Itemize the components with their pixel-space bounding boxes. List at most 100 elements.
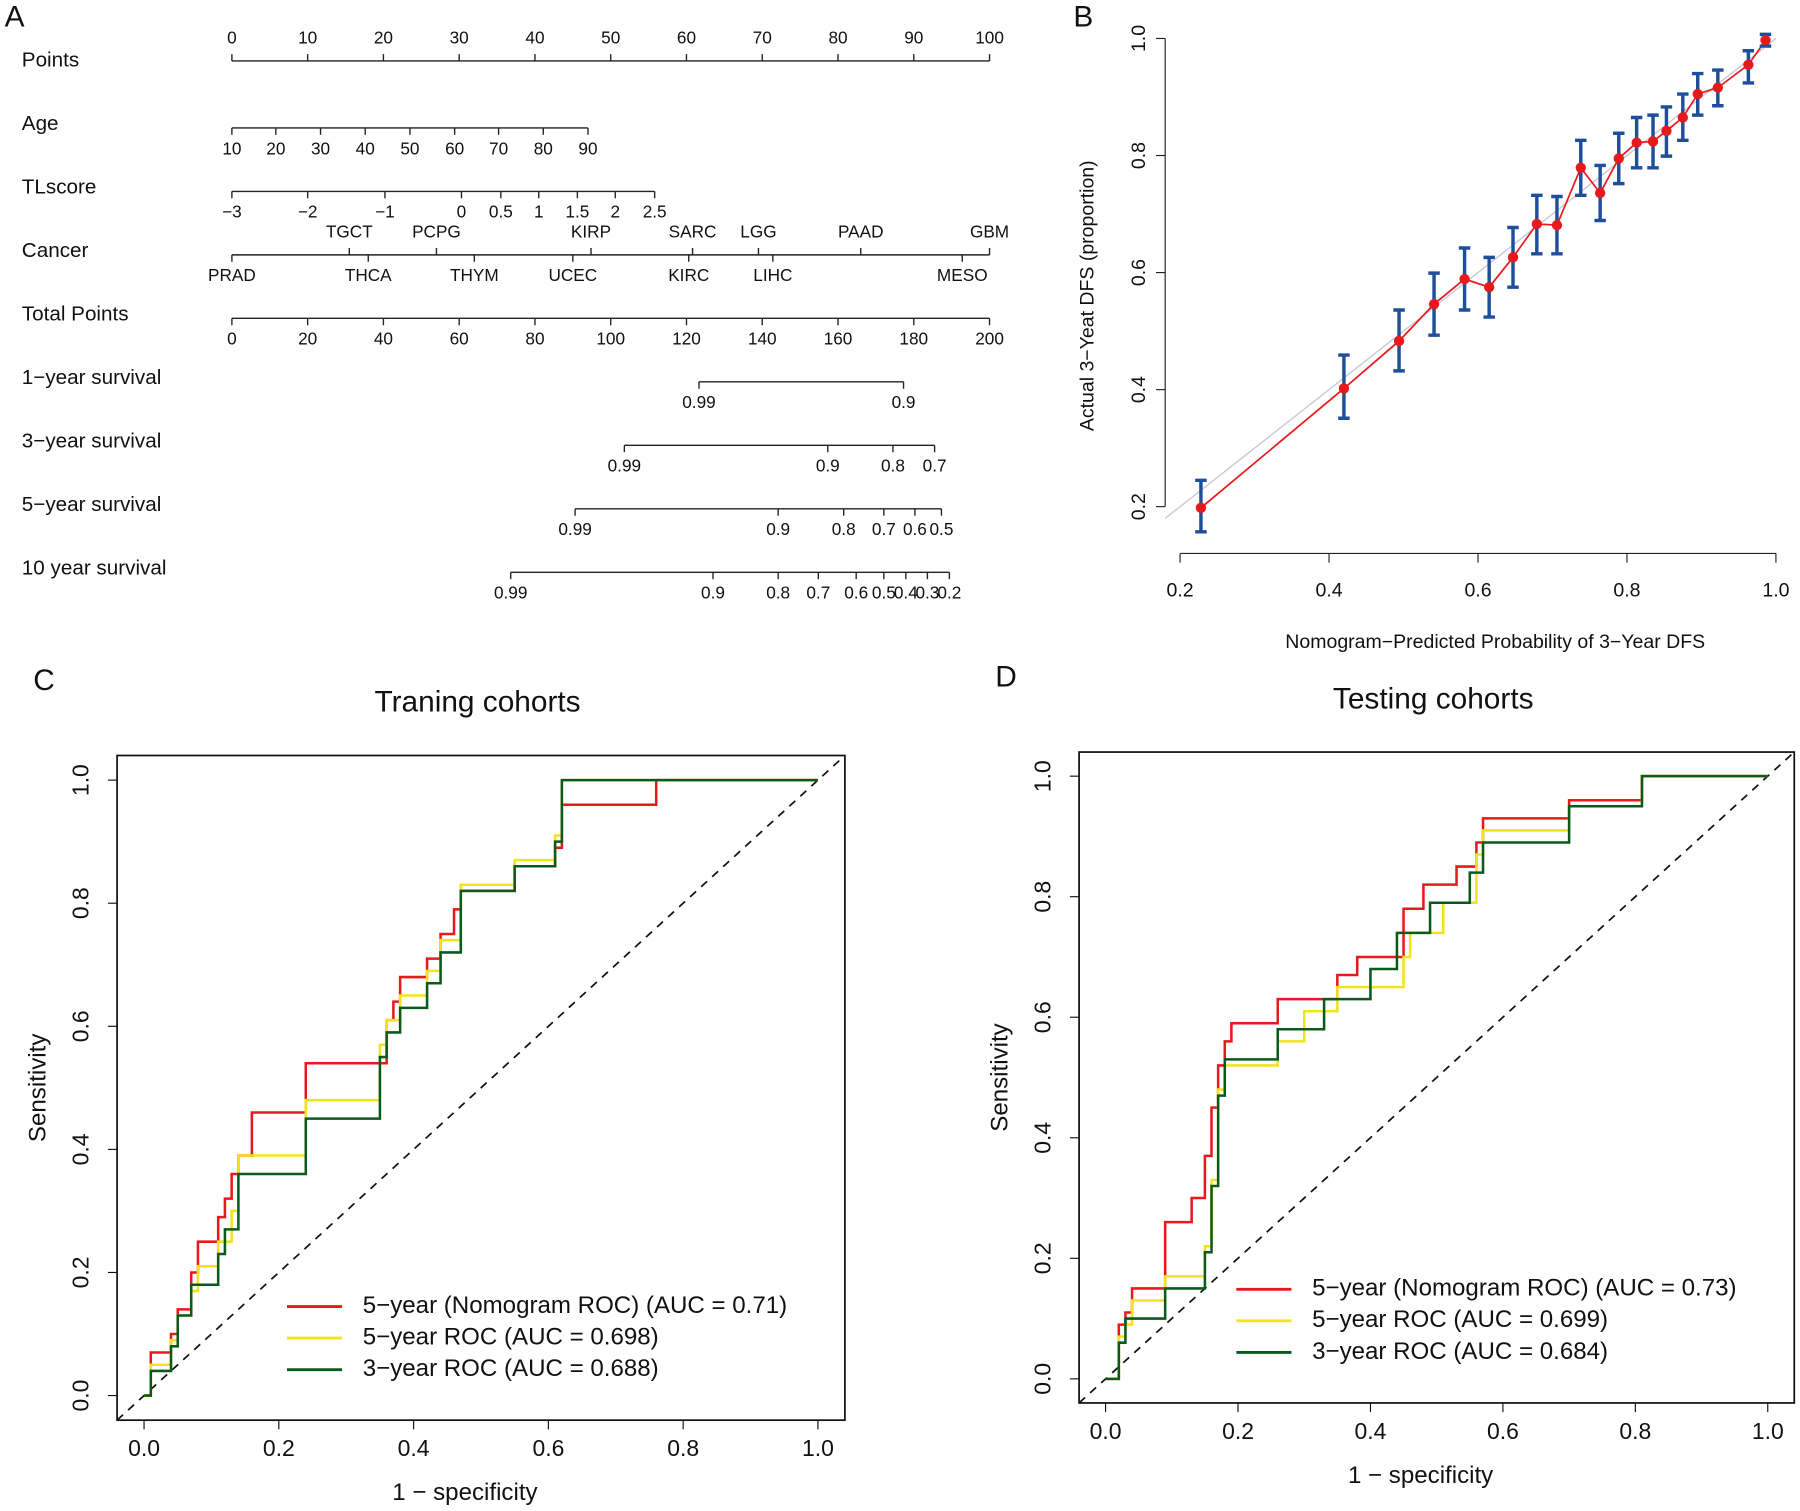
reference-diagonal [1078, 751, 1795, 1404]
chart-title: Testing cohorts [1333, 682, 1534, 715]
calibration-point [1677, 112, 1688, 123]
tick-label: 70 [489, 138, 508, 158]
plot-frame [116, 754, 846, 1422]
tick-label: MESO [937, 265, 988, 285]
row-label: Cancer [22, 239, 89, 262]
tick-label: 20 [298, 329, 317, 349]
tick-label: KIRP [571, 222, 611, 242]
row-label: 5−year survival [22, 493, 162, 516]
tick-label: 0 [457, 202, 467, 222]
tick-label: 50 [601, 28, 620, 48]
tick-label: 70 [753, 28, 772, 48]
calibration-point [1507, 252, 1519, 263]
y-tick-label: 0.8 [1030, 881, 1056, 913]
calibration-point [1393, 335, 1405, 347]
legend-label: 3−year ROC (AUC = 0.684) [1312, 1338, 1608, 1365]
tick-label: 0.5 [929, 519, 953, 539]
legend-label: 5−year (Nomogram ROC) (AUC = 0.71) [363, 1292, 787, 1319]
tick-label: 0.2 [937, 583, 961, 603]
y-tick-label: 0.6 [1128, 259, 1150, 286]
tick-label: 80 [534, 138, 553, 158]
calibration-point [1531, 218, 1543, 230]
tick-label: 2.5 [643, 202, 667, 222]
tick-label: 0.9 [701, 583, 725, 603]
row-label: 1−year survival [22, 366, 162, 389]
tick-label: 90 [904, 28, 923, 48]
x-tick-label: 1.0 [1762, 579, 1789, 601]
tick-label: 30 [311, 138, 330, 158]
tick-label: 140 [748, 329, 777, 349]
tick-label: 2 [610, 202, 620, 222]
y-tick-label: 0.2 [1128, 493, 1150, 520]
plot-frame [1078, 751, 1796, 1404]
x-tick-label: 1.0 [1752, 1418, 1784, 1444]
y-tick-label: 0.0 [1030, 1363, 1056, 1395]
y-tick-label: 0.8 [1128, 142, 1150, 169]
x-tick-label: 0.2 [1222, 1418, 1254, 1444]
tick-label: 80 [525, 329, 544, 349]
legend-label: 5−year ROC (AUC = 0.699) [1312, 1306, 1608, 1333]
x-tick-label: 0.8 [1613, 579, 1640, 601]
tick-label: 0.7 [923, 456, 947, 476]
x-axis-title: 1 − specificity [392, 1479, 537, 1506]
tick-label: 40 [356, 138, 375, 158]
tick-label: 0 [227, 28, 237, 48]
y-tick-label: 0.4 [1128, 376, 1150, 403]
tick-label: SARC [669, 222, 717, 242]
tick-label: LIHC [753, 265, 792, 285]
x-tick-label: 0.4 [1355, 1418, 1387, 1444]
calibration-point [1692, 88, 1703, 100]
y-axis-title: Sensitivity [24, 1034, 51, 1142]
y-tick-label: 0.8 [68, 887, 94, 919]
tick-label: PCPG [412, 222, 461, 242]
tick-label: 30 [450, 28, 469, 48]
calibration-point [1760, 35, 1771, 46]
calibration-point [1647, 136, 1659, 147]
y-tick-label: 0.0 [68, 1380, 94, 1412]
calibration-point [1338, 383, 1350, 394]
calibration-point [1484, 282, 1495, 293]
y-tick-label: 0.6 [68, 1010, 94, 1042]
tick-label: 0.9 [892, 392, 916, 412]
x-tick-label: 0.0 [128, 1435, 160, 1461]
calibration-point [1575, 162, 1586, 173]
tick-label: 100 [596, 329, 625, 349]
y-axis-title: Actual 3−Yeat DFS (proportion) [1076, 160, 1098, 431]
tick-label: 20 [266, 138, 285, 158]
tick-label: 160 [824, 329, 853, 349]
tick-label: 0.4 [894, 583, 918, 603]
tick-label: 100 [975, 28, 1004, 48]
reference-diagonal [116, 754, 846, 1421]
tick-label: 0.8 [881, 456, 905, 476]
tick-label: 0.99 [558, 519, 591, 539]
calibration-point [1594, 187, 1606, 199]
calibration-point [1195, 502, 1207, 513]
row-label: 3−year survival [22, 429, 162, 452]
y-tick-label: 0.2 [1030, 1242, 1056, 1274]
y-tick-label: 1.0 [1128, 25, 1150, 52]
x-tick-label: 1.0 [802, 1435, 834, 1461]
x-tick-label: 0.8 [667, 1435, 699, 1461]
calibration-point [1661, 125, 1672, 137]
row-label: 10 year survival [22, 556, 167, 579]
tick-label: THCA [345, 265, 392, 285]
tick-label: 10 [222, 138, 241, 158]
x-axis-title: Nomogram−Predicted Probability of 3−Year… [1285, 631, 1705, 653]
calibration-point [1428, 298, 1440, 310]
legend-label: 5−year (Nomogram ROC) (AUC = 0.73) [1312, 1275, 1736, 1302]
tick-label: 40 [525, 28, 544, 48]
tick-label: 0.5 [489, 202, 513, 222]
tick-label: 0.9 [816, 456, 840, 476]
x-axis-title: 1 − specificity [1348, 1462, 1493, 1489]
legend-label: 5−year ROC (AUC = 0.698) [363, 1323, 659, 1350]
tick-label: THYM [450, 265, 499, 285]
tick-label: 0.5 [872, 583, 896, 603]
calibration-line [1200, 39, 1767, 509]
calibration-point [1712, 82, 1723, 93]
tick-label: 60 [677, 28, 696, 48]
tick-label: 60 [450, 329, 469, 349]
legend-label: 3−year ROC (AUC = 0.688) [363, 1355, 659, 1382]
calibration-point [1459, 273, 1470, 285]
row-label: Total Points [22, 302, 129, 325]
